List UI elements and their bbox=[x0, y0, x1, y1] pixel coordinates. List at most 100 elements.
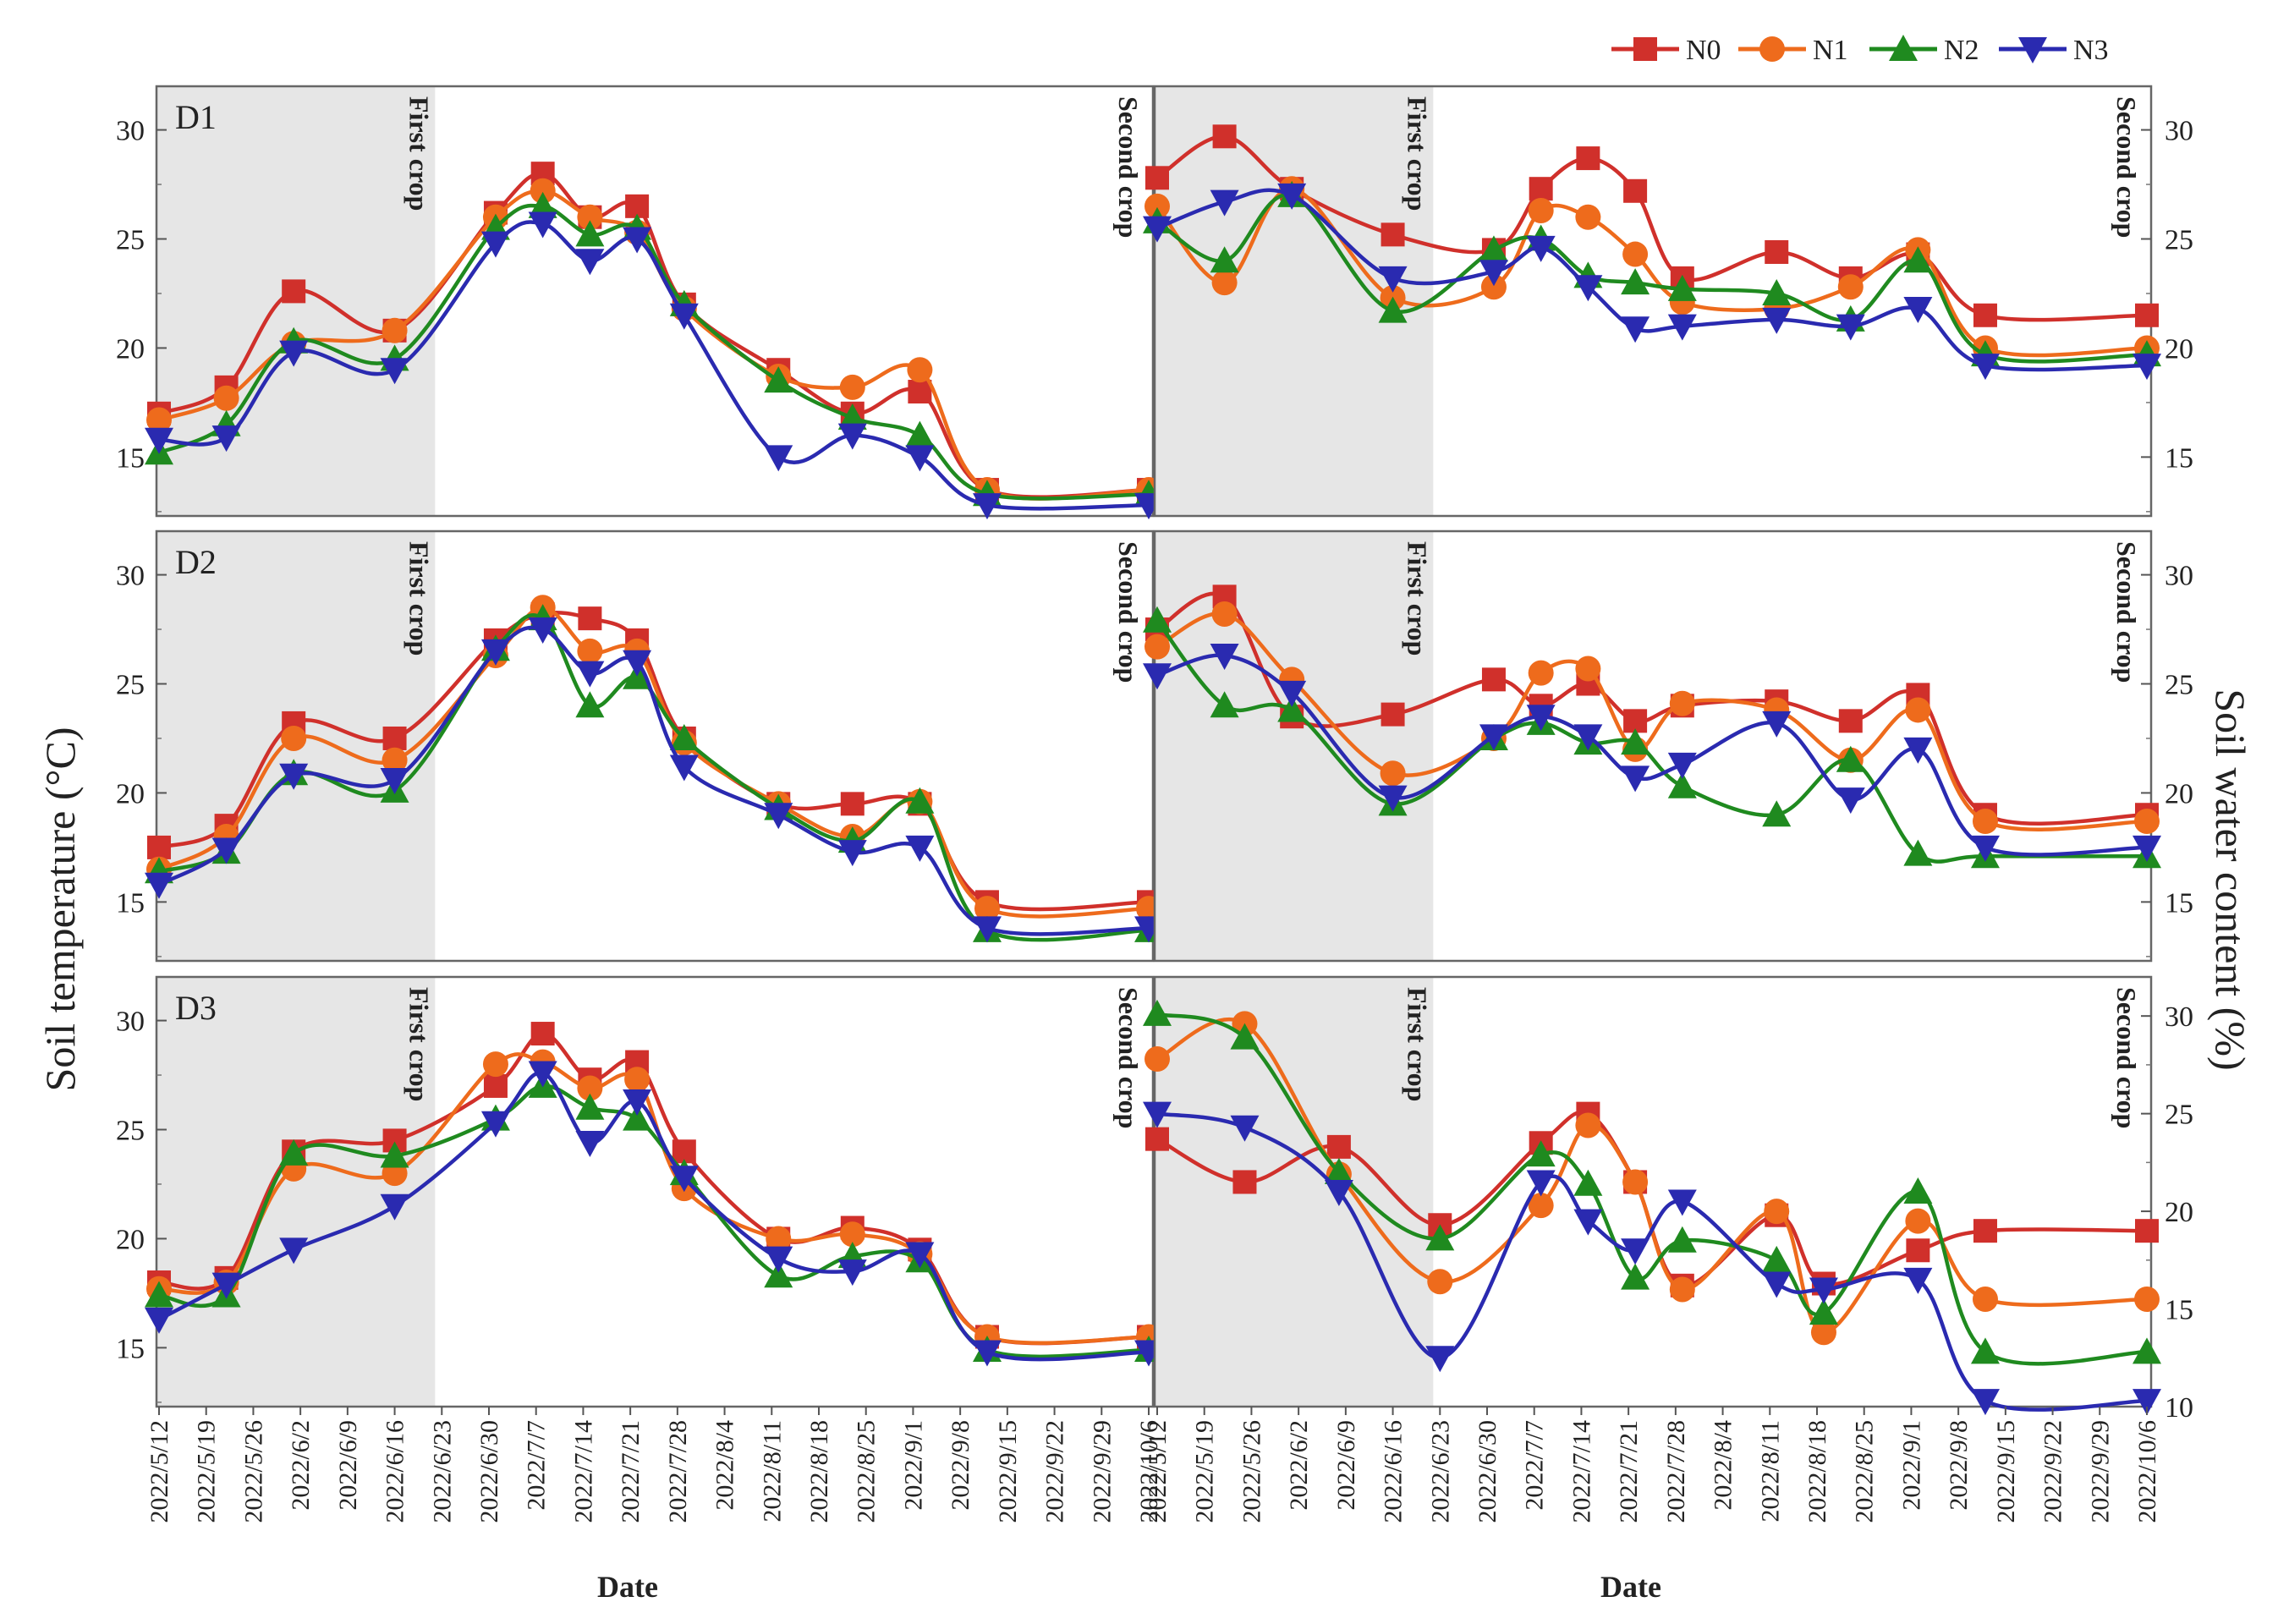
data-point-n1 bbox=[1528, 197, 1554, 223]
data-point-n3 bbox=[528, 617, 557, 645]
data-point-n3 bbox=[1143, 663, 1172, 690]
data-point-n3 bbox=[1573, 724, 1603, 751]
data-point-n1 bbox=[1528, 660, 1554, 686]
first-crop-label: First crop bbox=[403, 987, 434, 1101]
data-point-n3 bbox=[1210, 189, 1239, 217]
data-point-n2 bbox=[1903, 246, 1933, 273]
x-tick-label: 2022/7/21 bbox=[617, 1420, 645, 1523]
data-point-n2 bbox=[1762, 800, 1792, 827]
x-tick-label: 2022/8/18 bbox=[805, 1420, 833, 1523]
data-point-n2 bbox=[764, 366, 793, 393]
x-tick-label: 2022/6/16 bbox=[1380, 1420, 1408, 1523]
data-point-n1 bbox=[281, 725, 307, 751]
data-point-n2 bbox=[1621, 268, 1650, 295]
data-point-n3 bbox=[528, 1061, 557, 1088]
x-tick-label: 2022/8/25 bbox=[853, 1420, 881, 1523]
first-crop-shading bbox=[1155, 531, 1434, 961]
data-point-n1 bbox=[381, 317, 408, 343]
legend-marker-n3 bbox=[2018, 37, 2047, 63]
y-tick-label: 15 bbox=[2165, 442, 2193, 474]
data-point-n3 bbox=[1970, 1389, 2000, 1416]
data-point-n3 bbox=[972, 916, 1002, 943]
y-tick-label: 25 bbox=[2165, 1100, 2193, 1131]
data-point-n3 bbox=[1762, 307, 1792, 334]
data-point-n3 bbox=[380, 1193, 409, 1221]
panel-5: 15 20 25 30 First crop Second crop D3 2022/5/12… bbox=[116, 975, 1163, 1523]
data-point-n0 bbox=[1576, 146, 1600, 171]
data-point-n2 bbox=[1277, 695, 1307, 722]
data-point-n0 bbox=[1973, 1219, 1997, 1243]
x-tick-label: 2022/5/26 bbox=[1238, 1420, 1265, 1523]
data-point-n3 bbox=[1970, 354, 2000, 381]
x-tick-label: 2022/7/7 bbox=[523, 1420, 551, 1511]
x-axis-title-right: Date bbox=[1600, 1570, 1661, 1604]
y-tick-label: 20 bbox=[2165, 333, 2193, 365]
panel-1: 15 20 25 30 First crop Second crop D1 bbox=[116, 85, 1163, 520]
data-point-n2 bbox=[905, 420, 935, 447]
data-point-n1 bbox=[1905, 697, 1931, 723]
x-tick-label: 2022/6/23 bbox=[1426, 1420, 1454, 1523]
data-point-n0 bbox=[530, 1022, 555, 1046]
data-point-n0 bbox=[1145, 1127, 1169, 1151]
data-point-n3 bbox=[1903, 737, 1933, 764]
y-tick-label: 25 bbox=[2165, 670, 2193, 701]
y-tick-label: 20 bbox=[116, 333, 145, 365]
data-point-n1 bbox=[1669, 1276, 1695, 1303]
data-point-n1 bbox=[1669, 690, 1695, 716]
second-crop-label: Second crop bbox=[2111, 96, 2142, 238]
data-point-n3 bbox=[575, 661, 605, 688]
data-point-n1 bbox=[1575, 204, 1601, 230]
panels: 15 20 25 30 First crop Second crop D1 15 20 25 30 F… bbox=[116, 85, 2193, 1523]
data-point-n2 bbox=[1573, 1169, 1603, 1196]
panel-frame bbox=[155, 529, 1155, 963]
data-point-n2 bbox=[380, 1141, 409, 1168]
data-point-n2 bbox=[1621, 728, 1650, 755]
data-point-n3 bbox=[1621, 1238, 1650, 1265]
data-point-n3 bbox=[380, 767, 409, 794]
panel-label: D2 bbox=[175, 543, 217, 581]
data-point-n3 bbox=[1425, 1346, 1455, 1373]
data-point-n1 bbox=[1427, 1269, 1453, 1295]
data-point-n3 bbox=[145, 1307, 173, 1334]
data-point-n1 bbox=[1622, 241, 1649, 267]
panel-label: D1 bbox=[175, 98, 217, 136]
data-point-n1 bbox=[1480, 274, 1507, 300]
data-point-n2 bbox=[1143, 999, 1172, 1026]
x-tick-label: 2022/9/15 bbox=[1992, 1420, 2020, 1523]
x-tick-label: 2022/6/23 bbox=[428, 1420, 456, 1523]
data-point-n1 bbox=[1211, 270, 1238, 296]
data-point-n3 bbox=[1526, 235, 1556, 262]
data-point-n3 bbox=[1277, 680, 1307, 707]
data-point-n3 bbox=[623, 1089, 652, 1116]
data-point-n1 bbox=[482, 1051, 508, 1078]
data-point-n0 bbox=[2135, 1219, 2159, 1243]
data-point-n3 bbox=[905, 835, 935, 862]
legend-label-n0: N0 bbox=[1686, 35, 1721, 66]
data-point-n3 bbox=[279, 1237, 309, 1265]
x-tick-label: 2022/9/8 bbox=[1945, 1420, 1973, 1511]
series-n3 bbox=[145, 1061, 1163, 1367]
data-point-n3 bbox=[279, 340, 309, 367]
data-point-n0 bbox=[1906, 1238, 1930, 1263]
data-point-n3 bbox=[1526, 705, 1556, 732]
data-point-n0 bbox=[1232, 1170, 1257, 1194]
data-point-n2 bbox=[764, 1261, 793, 1288]
data-point-n2 bbox=[1903, 839, 1933, 866]
x-tick-label: 2022/5/12 bbox=[1144, 1420, 1172, 1523]
data-point-n3 bbox=[1667, 1189, 1697, 1216]
legend-item-n3: N3 bbox=[1999, 35, 2109, 66]
first-crop-label: First crop bbox=[1402, 96, 1432, 211]
x-tick-label: 2022/9/22 bbox=[2039, 1420, 2067, 1523]
y-tick-label: 30 bbox=[2165, 116, 2193, 147]
y-axis-title-left: Soil temperature (°C) bbox=[36, 727, 84, 1092]
data-point-n0 bbox=[1481, 667, 1506, 692]
data-point-n3 bbox=[1277, 183, 1307, 210]
data-point-n3 bbox=[1836, 314, 1865, 341]
series-n3 bbox=[1143, 643, 2161, 862]
first-crop-label: First crop bbox=[403, 541, 434, 656]
data-point-n0 bbox=[483, 1073, 508, 1098]
data-point-n3 bbox=[972, 493, 1002, 520]
data-point-n2 bbox=[1425, 1224, 1455, 1251]
data-point-n0 bbox=[1623, 178, 1648, 203]
first-crop-label: First crop bbox=[1402, 987, 1432, 1101]
